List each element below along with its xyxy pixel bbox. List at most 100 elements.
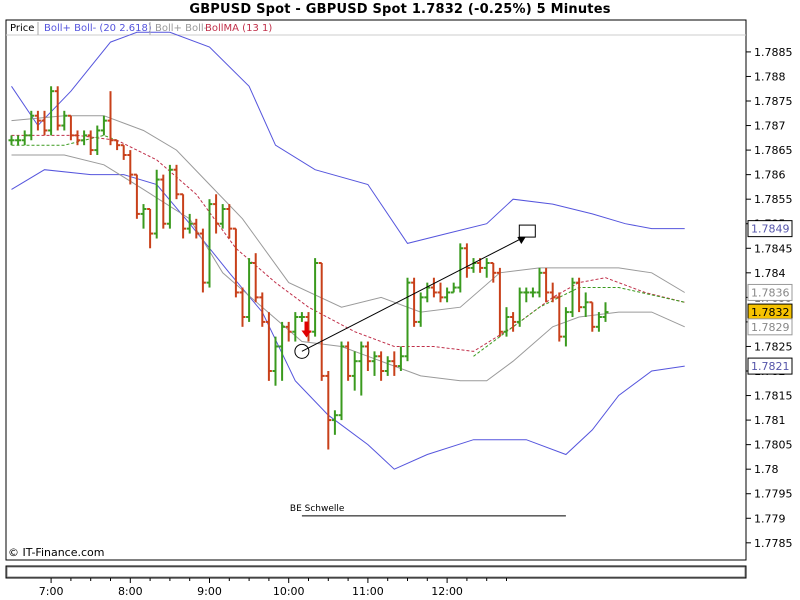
y-tick-label: 1.788 [754,70,786,83]
ohlc-bar [543,267,550,303]
ohlc-bar [28,110,35,141]
ohlc-bar [81,130,88,146]
ohlc-bar [213,194,220,234]
ohlc-bar [8,135,15,146]
ohlc-bar [160,174,167,229]
bollma-line [11,134,685,352]
ohlc-bar [576,277,583,313]
ohlc-bar [54,86,61,131]
ohlc-bar [549,282,556,303]
y-tick-label: 1.7855 [754,193,793,206]
price-badge-label: 1.7832 [751,306,790,319]
ohlc-bar [140,204,147,229]
ohlc-bar [186,213,193,234]
ohlc-bar [510,312,517,332]
ohlc-bar [153,169,160,239]
x-tick-label: 12:00 [431,585,463,598]
ohlc-bar [496,267,503,337]
ohlc-bar [556,292,563,342]
ohlc-bar [298,312,305,322]
ohlc-bar [219,204,226,229]
ohlc-bar [206,199,213,288]
copyright: © IT-Finance.com [8,546,105,559]
ohlc-bar [147,208,154,249]
ohlc-bar [272,336,279,386]
ohlc-bar [180,193,187,239]
ohlc-bar [430,277,437,298]
y-tick-label: 1.78 [754,463,779,476]
price-badge-box [747,318,793,336]
trend-arrow-head [517,236,527,244]
ohlc-bar [450,282,457,294]
legend-boll-blue: Boll+ Boll- (20 2.618) [44,23,152,34]
ohlc-bar [424,282,431,303]
plot-area [5,19,747,561]
y-tick-label: 1.7785 [754,537,793,550]
y-tick-label: 1.786 [754,169,786,182]
ohlc-bar [457,243,464,293]
ohlc-bar [503,307,510,337]
ohlc-bar [246,258,253,322]
y-tick-label: 1.7885 [754,46,793,59]
ohlc-bar [48,86,55,136]
ohlc-bar [523,287,530,303]
y-tick-label: 1.779 [754,512,786,525]
ohlc-bar [94,125,101,155]
target-box [518,224,536,238]
ohlc-bar [529,287,536,298]
ohlc-bar [232,227,239,298]
price-badge: 1.7849 [747,220,793,238]
ohlc-bar [516,287,523,327]
price-badge: 1.7829 [747,318,793,336]
ohlc-bar [569,277,576,317]
x-axis: 7:00 8:00 9:00 10:00 11:00 12:00 [39,578,507,598]
ohlc-bar [417,292,424,327]
price-badge-label: 1.7821 [751,360,790,373]
ohlc-bar [391,351,398,376]
y-tick-label: 1.784 [754,267,786,280]
boll-outer-upper-line [11,31,685,244]
price-badges: 1.7849 1.7836 1.7832 1.7829 1.7821 [747,220,793,375]
y-tick-label: 1.7795 [754,488,793,501]
ohlc-bar [259,292,266,327]
be-label: BE Schwelle [290,504,345,514]
ohlc-bar [378,351,385,381]
ohlc-bar [562,307,569,347]
y-tick-label: 1.787 [754,120,786,133]
signal-arrow-icon [304,321,309,332]
y-tick-label: 1.7805 [754,439,793,452]
ohlc-bar [285,321,292,342]
x-tick-label: 11:00 [352,585,384,598]
ohlc-bar [345,341,352,381]
ohlc-bar [67,114,74,141]
ohlc-bar [265,312,272,381]
ohlc-bar [371,351,378,376]
scrollbar-thumb[interactable] [6,566,746,578]
ohlc-bar [41,110,48,136]
ohlc-bar [173,164,180,200]
ohlc-bar [100,115,107,136]
ohlc-bar [239,287,246,327]
ohlc-bar [312,258,319,337]
ohlc-bar [602,302,609,322]
legend-price: Price [10,23,34,34]
markers-layer: BE Schwelle [290,224,566,517]
ohlc-bar [279,321,286,381]
ohlc-bar [166,164,173,229]
y-tick-label: 1.7875 [754,95,793,108]
price-badge: 1.7821 [747,357,793,375]
ohlc-bars [8,86,609,450]
boll-inner-upper-line [11,115,685,313]
entry-circle [294,343,310,359]
ohlc-bar [437,282,444,303]
ohlc-bar [252,253,259,303]
ohlc-bar [133,173,140,219]
ohlc-bar [331,410,338,435]
ohlc-bar [74,130,81,146]
legend-boll-gray: Boll+ Boll- [155,23,208,34]
ohlc-bar [87,130,94,155]
x-tick-label: 8:00 [118,585,143,598]
ohlc-bar [107,91,114,146]
price-badge: 1.7836 [747,283,793,301]
